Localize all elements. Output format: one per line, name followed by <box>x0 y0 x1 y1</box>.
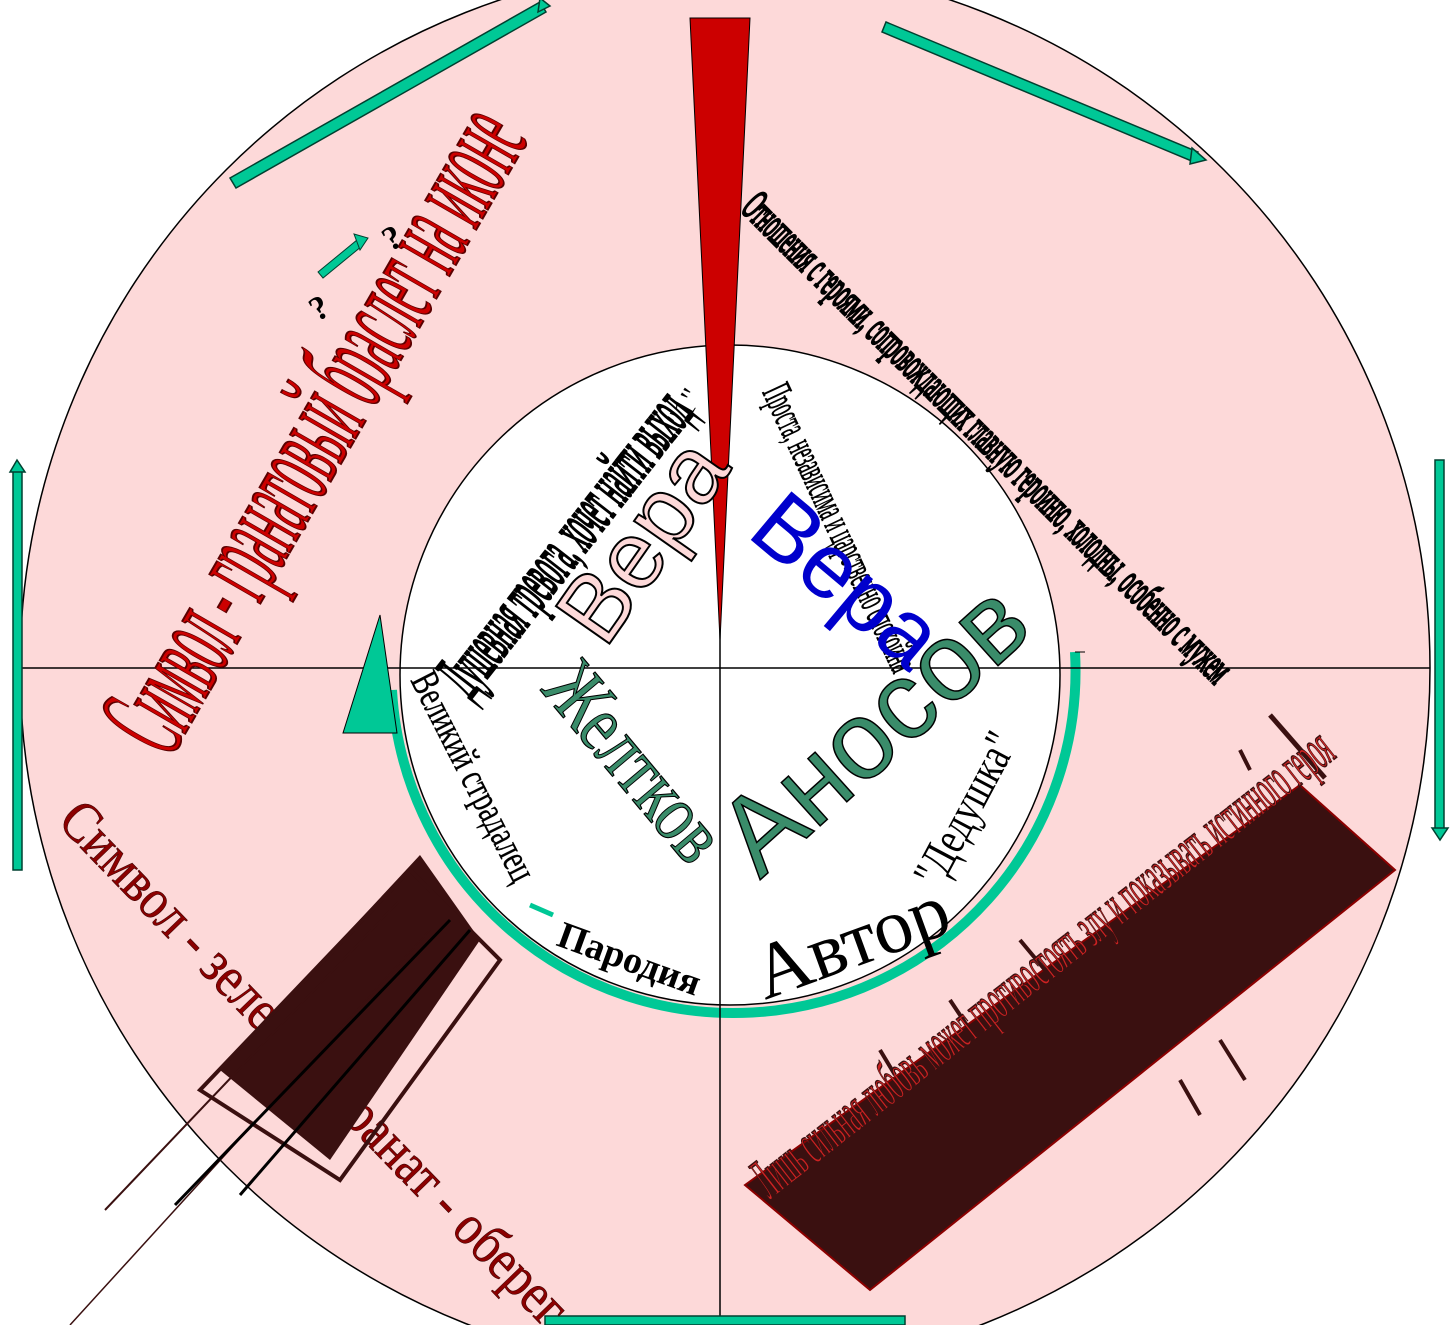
green-arrow-icon <box>8 458 27 871</box>
green-arrow-icon <box>1430 459 1450 842</box>
green-arrow-icon <box>881 21 1208 165</box>
red-needle-icon <box>689 17 751 641</box>
green-arrow-icon <box>317 233 369 279</box>
bottom-smear-block <box>743 713 1397 1292</box>
green-arc <box>387 651 1081 1019</box>
smear-block-left <box>69 855 503 1326</box>
green-arrow-icon <box>544 1315 906 1326</box>
green-arrow-icon <box>228 0 552 190</box>
green-dash <box>529 902 554 918</box>
green-triangle-icon <box>342 614 398 734</box>
